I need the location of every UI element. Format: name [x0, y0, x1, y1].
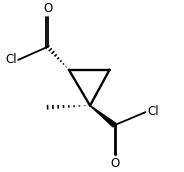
Text: O: O: [110, 157, 119, 170]
Text: Cl: Cl: [147, 105, 159, 118]
Text: O: O: [43, 2, 52, 15]
Polygon shape: [90, 106, 116, 127]
Text: Cl: Cl: [5, 53, 17, 66]
